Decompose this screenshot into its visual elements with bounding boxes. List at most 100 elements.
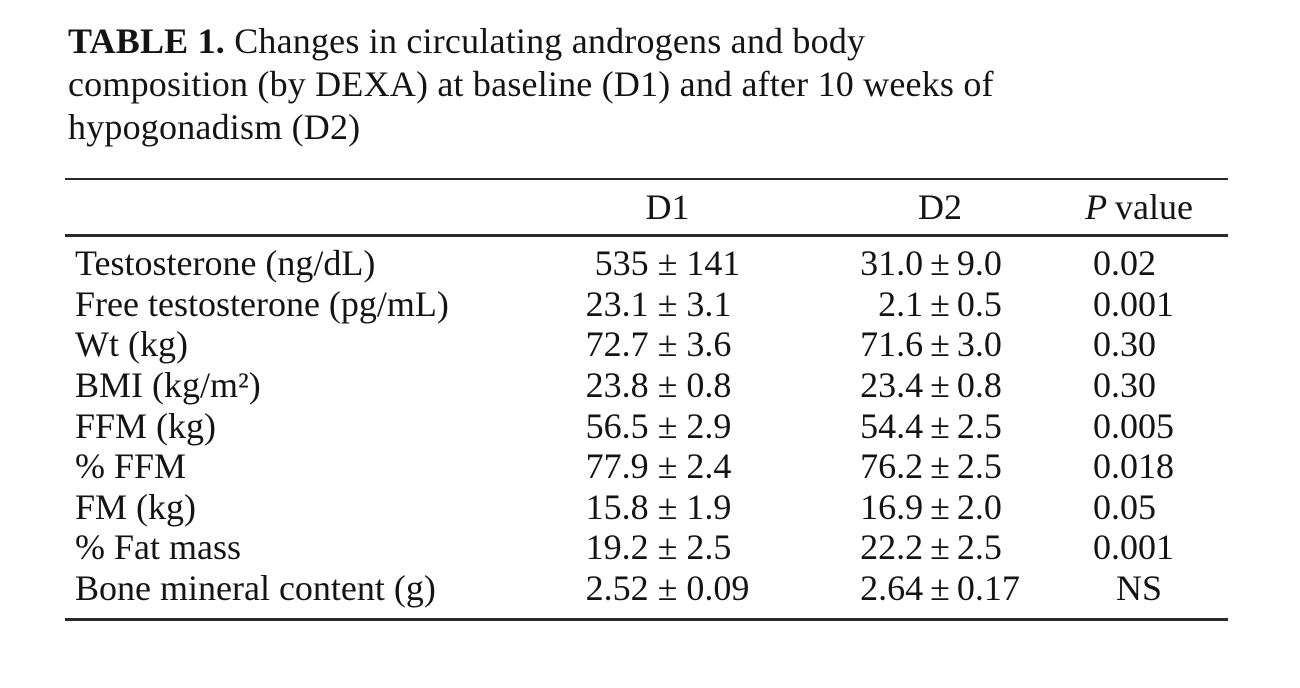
caption-line-3: hypogonadism (D2) [68,107,361,147]
p-value-text: 0.02 [1093,243,1156,284]
row-label: % Fat mass [75,527,241,568]
table-row: BMI (kg/m²) 23.8 ±0.8 23.4 ±0.8 0.30 [65,365,1228,406]
d2-sd: 2.5 [956,446,1002,487]
d1-mean: 77.9 [585,446,649,487]
d2-mean: 31.0 [860,243,924,284]
p-value: 0.018 [1050,445,1228,487]
d1-value: 19.2 ±2.5 [505,526,830,568]
row-label: Wt (kg) [75,324,188,365]
p-value-text: 0.30 [1093,324,1156,365]
d2-value: 16.9 ±2.0 [830,486,1050,528]
d2-sd: 2.5 [956,527,1002,568]
d2-mean: 71.6 [860,324,924,365]
d1-sd: 2.5 [686,527,732,568]
p-value: 0.30 [1050,364,1228,406]
row-label: Free testosterone (pg/mL) [75,283,449,324]
row-label: FM (kg) [75,486,197,527]
table-row: FM (kg) 15.8 ±1.9 16.9 ±2.0 0.05 [65,487,1228,528]
table-row: % FFM 77.9 ±2.4 76.2 ±2.5 0.018 [65,446,1228,487]
d2-mean: 76.2 [860,446,924,487]
d1-mean: 23.1 [585,283,649,324]
d2-sd: 9.0 [956,243,1002,284]
p-value: 0.02 [1050,242,1228,284]
plus-minus: ± [657,324,678,365]
caption-line-2: composition (by DEXA) at baseline (D1) a… [68,64,994,104]
table-row: Testosterone (ng/dL) 535 ±141 31.0 ±9.0 0.… [65,243,1228,284]
d1-value: 56.5 ±2.9 [505,405,830,447]
plus-minus: ± [657,243,678,284]
plus-minus: ± [930,486,950,527]
p-value-text: 0.05 [1093,486,1156,527]
d1-mean: 23.8 [585,365,649,406]
plus-minus: ± [657,527,678,568]
d1-mean: 56.5 [585,405,649,446]
d2-sd: 2.5 [956,405,1002,446]
d1-value: 2.52 ±0.09 [505,567,830,609]
d2-mean: 22.2 [860,527,924,568]
d1-value: 77.9 ±2.4 [505,445,830,487]
d2-value: 2.64 ±0.17 [830,567,1050,609]
plus-minus: ± [657,283,678,324]
p-value: 0.05 [1050,486,1228,528]
d2-value: 71.6 ±3.0 [830,323,1050,365]
d1-sd: 2.4 [686,446,732,487]
plus-minus: ± [930,283,950,324]
d1-value: 23.8 ±0.8 [505,364,830,406]
row-label: FFM (kg) [75,405,217,446]
d2-value: 54.4 ±2.5 [830,405,1050,447]
table-caption: TABLE 1. Changes in circulating androgen… [68,20,1243,149]
d1-sd: 141 [686,243,741,284]
d1-sd: 3.6 [686,324,732,365]
d2-sd: 0.8 [956,365,1002,406]
p-value: 0.001 [1050,283,1228,325]
d1-value: 535 ±141 [505,242,830,284]
plus-minus: ± [657,486,678,527]
plus-minus: ± [930,527,950,568]
d2-value: 2.1 ±0.5 [830,283,1050,325]
p-value-text: 0.001 [1093,283,1174,324]
d2-mean: 2.64 [860,568,924,609]
d2-value: 23.4 ±0.8 [830,364,1050,406]
p-value-text: NS [1115,568,1163,609]
caption-line-1: TABLE 1. Changes in circulating androgen… [68,20,1243,63]
d2-value: 31.0 ±9.0 [830,242,1050,284]
plus-minus: ± [657,568,678,609]
d1-mean: 15.8 [585,486,649,527]
plus-minus: ± [930,405,950,446]
d1-value: 15.8 ±1.9 [505,486,830,528]
d2-sd: 0.17 [956,568,1020,609]
d2-mean: 2.1 [878,283,924,324]
p-value-text: 0.30 [1093,365,1156,406]
p-value-text: 0.018 [1093,446,1174,487]
d2-mean: 23.4 [860,365,924,406]
row-label: Bone mineral content (g) [75,568,436,609]
d1-sd: 2.9 [686,405,732,446]
d2-sd: 2.0 [956,486,1002,527]
d1-sd: 0.09 [686,568,750,609]
plus-minus: ± [930,446,950,487]
table-number: TABLE 1. [68,21,225,61]
d1-value: 72.7 ±3.6 [505,323,830,365]
p-value: 0.005 [1050,405,1228,447]
d2-sd: 3.0 [956,324,1002,365]
plus-minus: ± [930,243,950,284]
table-row: Free testosterone (pg/mL) 23.1 ±3.1 2.1 ±0… [65,284,1228,325]
row-label: BMI (kg/m²) [75,365,261,406]
table-body: Testosterone (ng/dL) 535 ±141 31.0 ±9.0 0.… [65,237,1228,618]
plus-minus: ± [930,365,950,406]
p-value: 0.001 [1050,526,1228,568]
plus-minus: ± [657,405,678,446]
d1-sd: 3.1 [686,283,732,324]
d1-sd: 0.8 [686,365,732,406]
p-value-text: 0.001 [1093,527,1174,568]
d1-sd: 1.9 [686,486,732,527]
d2-value: 76.2 ±2.5 [830,445,1050,487]
header-d1: D1 [645,187,690,227]
header-p-rest: value [1114,187,1193,227]
caption-text-1: Changes in circulating androgens and bod… [234,21,866,61]
plus-minus: ± [657,365,678,406]
row-label: % FFM [75,446,187,487]
